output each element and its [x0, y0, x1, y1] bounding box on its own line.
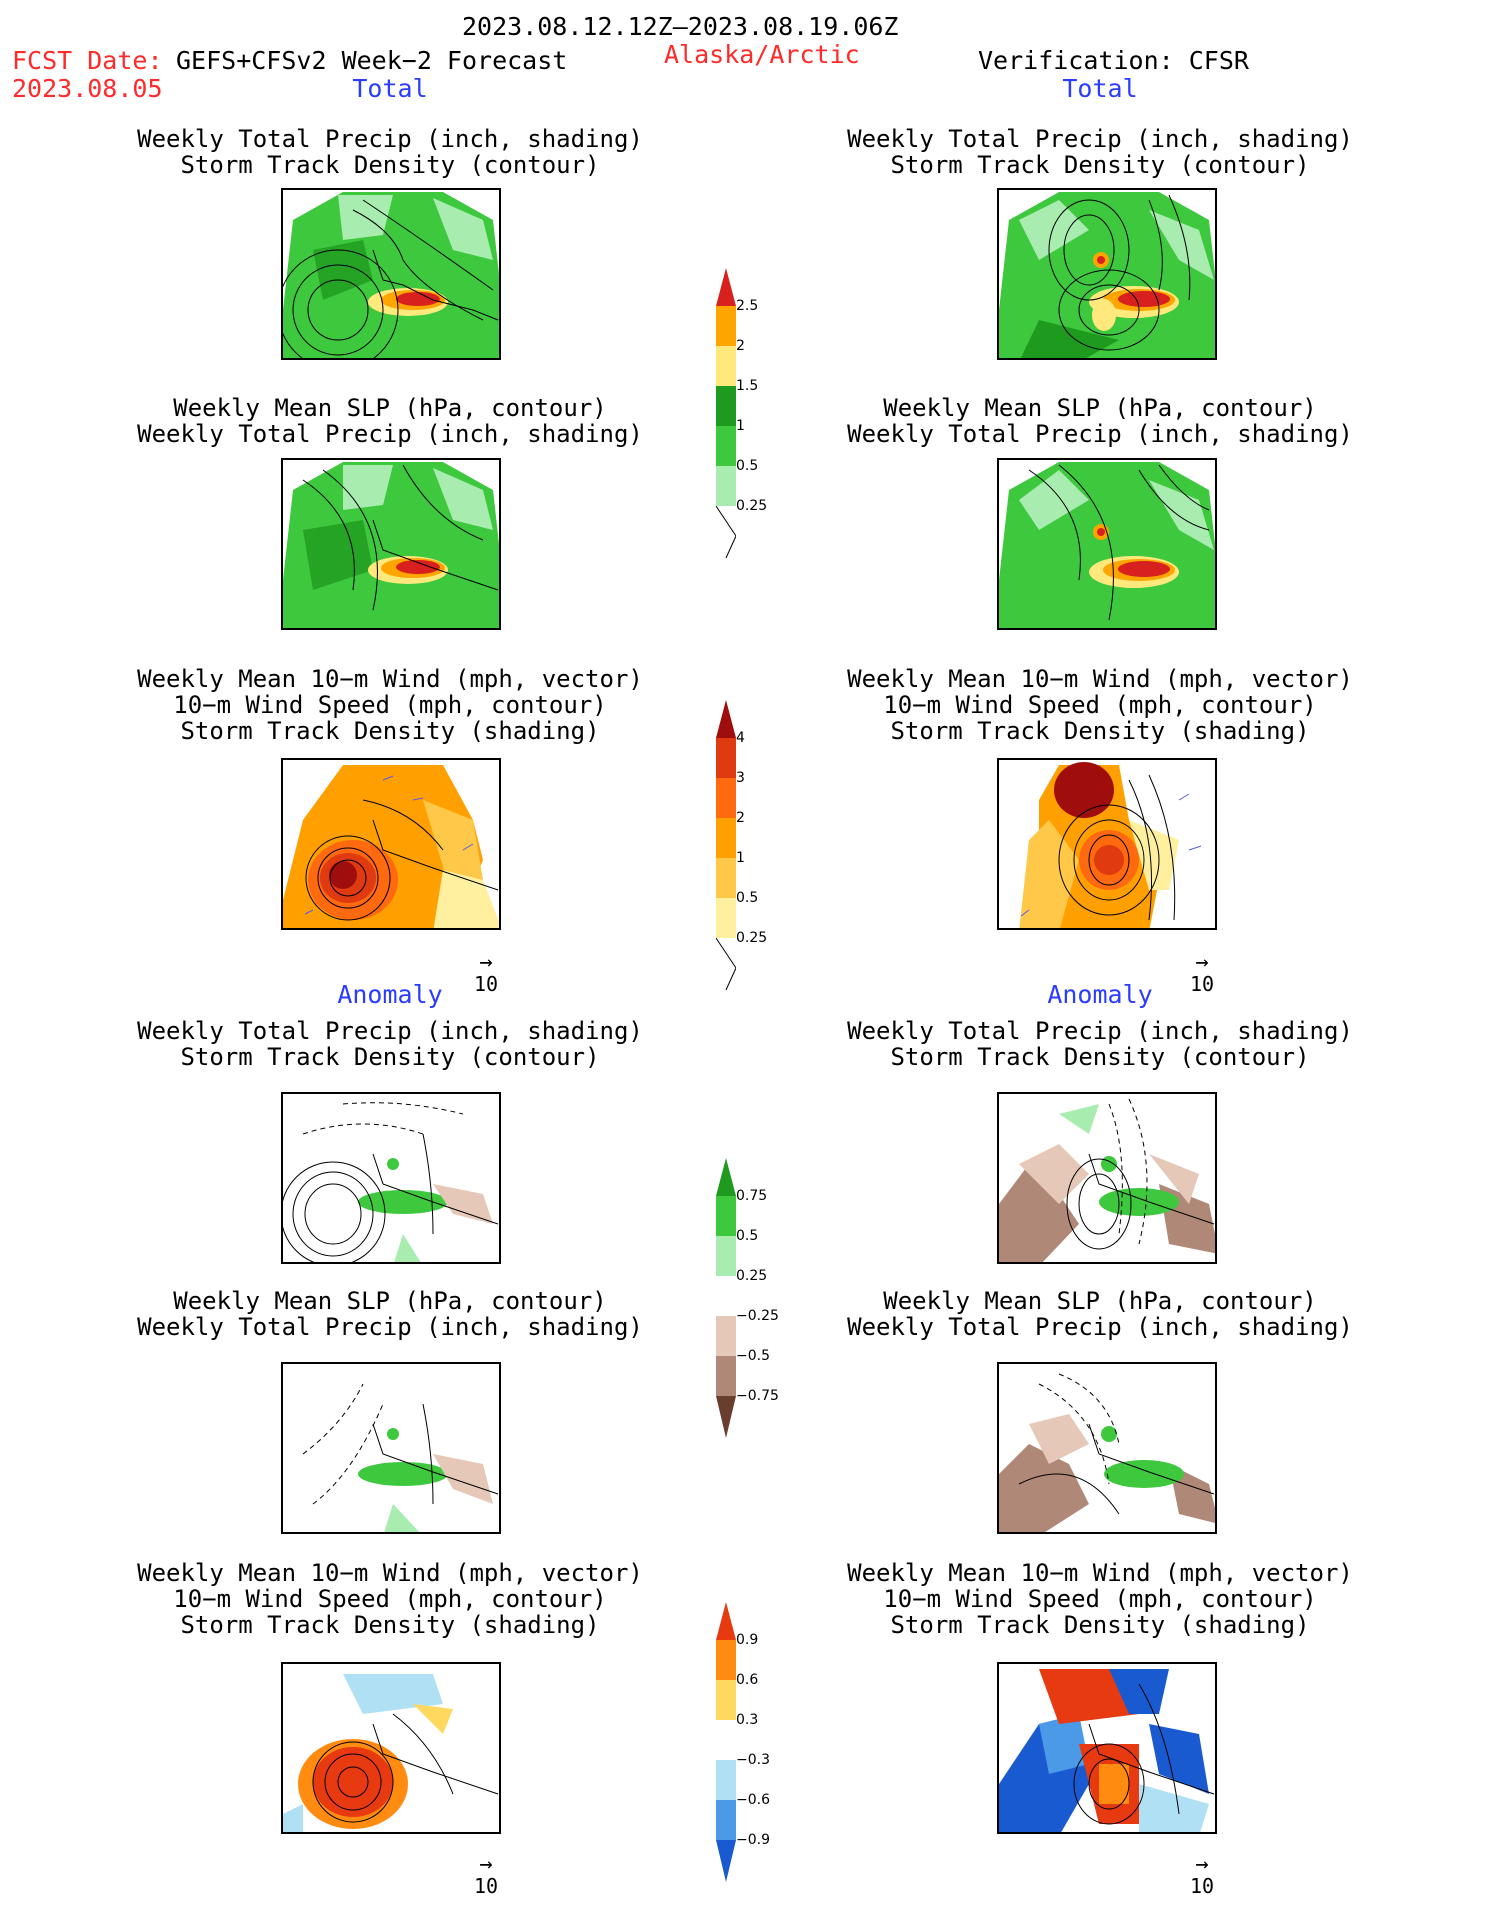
panel-title-precip-storm-anom: Weekly Total Precip (inch, shading) Storm…	[137, 1017, 643, 1071]
fcst-model: GEFS+CFSv2 Week−2 Forecast	[176, 46, 568, 75]
fcst-date-value: 2023.08.05	[12, 74, 163, 103]
vector-ref-fcst-anom: → 10	[456, 1852, 516, 1899]
arrow-icon: →	[1195, 950, 1209, 975]
region-label: Alaska/Arctic	[664, 40, 860, 69]
panel-title-precip-storm: Weekly Total Precip (inch, shading) Storm…	[137, 125, 643, 179]
vector-ref-verif-anom: → 10	[1172, 1852, 1232, 1899]
panel-title-wind-storm-anom: Weekly Mean 10−m Wind (mph, vector) 10−m …	[137, 1559, 643, 1639]
panel-title-wind-storm-verif-anom: Weekly Mean 10−m Wind (mph, vector) 10−m …	[847, 1559, 1353, 1639]
map-fcst-precip-storm	[281, 188, 501, 360]
verification-label: Verification: CFSR	[978, 46, 1249, 75]
map-verif-wind-storm-anom	[997, 1662, 1217, 1834]
date-range-title: 2023.08.12.12Z–2023.08.19.06Z	[462, 12, 899, 41]
panel-title-precip-storm-verif-anom: Weekly Total Precip (inch, shading) Storm…	[847, 1017, 1353, 1071]
panel-title-slp-precip: Weekly Mean SLP (hPa, contour) Weekly Tot…	[137, 394, 643, 448]
colorbar-precip-anom: 0.75 0.5 0.25 −0.25 −0.5 −0.75	[716, 1156, 796, 1446]
panel-title-slp-precip-anom: Weekly Mean SLP (hPa, contour) Weekly Tot…	[137, 1287, 643, 1341]
panel-title-wind-storm: Weekly Mean 10−m Wind (mph, vector) 10−m …	[137, 665, 643, 745]
vector-ref-fcst-total: → 10	[456, 950, 516, 997]
map-verif-precip-storm-anom	[997, 1092, 1217, 1264]
arrow-icon: →	[479, 1852, 493, 1877]
map-verif-slp-precip-anom	[997, 1362, 1217, 1534]
arrow-icon: →	[479, 950, 493, 975]
section-total-right: Total	[1062, 74, 1138, 103]
map-fcst-precip-storm-anom	[281, 1092, 501, 1264]
colorbar-storm-anom: 0.9 0.6 0.3 −0.3 −0.6 −0.9	[716, 1600, 796, 1890]
map-fcst-wind-storm	[281, 758, 501, 930]
section-anomaly-left: Anomaly	[337, 980, 443, 1009]
arrow-icon: →	[1195, 1852, 1209, 1877]
panel-title-precip-storm-verif: Weekly Total Precip (inch, shading) Storm…	[847, 125, 1353, 179]
fcst-date-label: FCST Date:	[12, 46, 163, 75]
map-verif-precip-storm	[997, 188, 1217, 360]
colorbar-precip-total: 2.5 2 1.5 1 0.5 0.25	[716, 266, 796, 566]
panel-title-slp-precip-verif: Weekly Mean SLP (hPa, contour) Weekly Tot…	[847, 394, 1353, 448]
vector-ref-verif-total: → 10	[1172, 950, 1232, 997]
panel-title-wind-storm-verif: Weekly Mean 10−m Wind (mph, vector) 10−m …	[847, 665, 1353, 745]
map-verif-slp-precip	[997, 458, 1217, 630]
map-verif-wind-storm	[997, 758, 1217, 930]
colorbar-storm-total: 4 3 2 1 0.5 0.25	[716, 698, 796, 998]
map-fcst-slp-precip-anom	[281, 1362, 501, 1534]
panel-title-slp-precip-verif-anom: Weekly Mean SLP (hPa, contour) Weekly Tot…	[847, 1287, 1353, 1341]
map-fcst-slp-precip	[281, 458, 501, 630]
map-fcst-wind-storm-anom	[281, 1662, 501, 1834]
section-anomaly-right: Anomaly	[1047, 980, 1153, 1009]
section-total-left: Total	[352, 74, 428, 103]
